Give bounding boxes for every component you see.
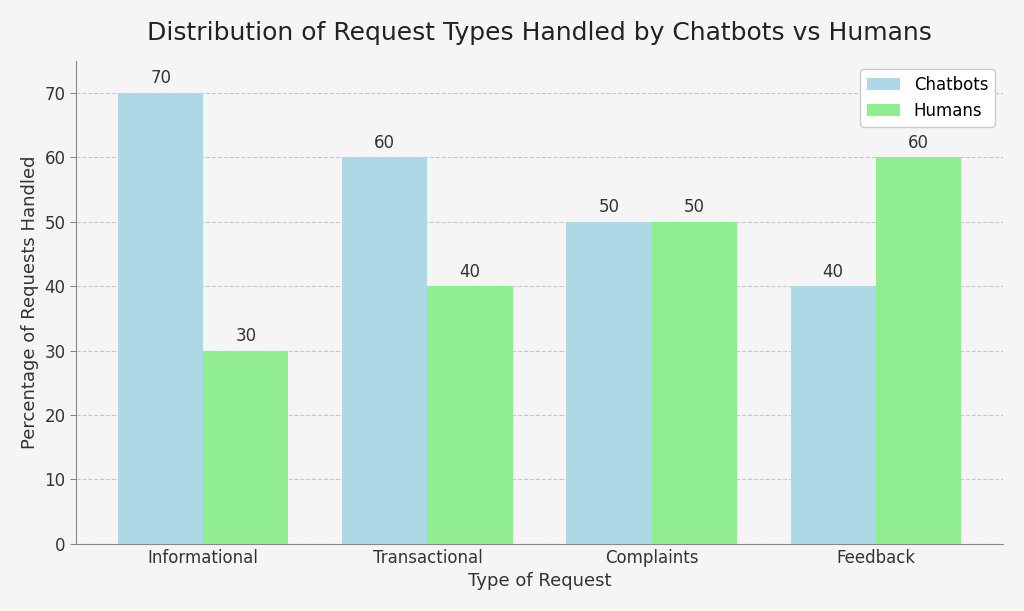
Text: 60: 60	[375, 134, 395, 152]
Text: 60: 60	[908, 134, 929, 152]
X-axis label: Type of Request: Type of Request	[468, 572, 611, 590]
Text: 40: 40	[822, 263, 844, 280]
Bar	[876, 157, 961, 544]
Bar	[791, 286, 876, 544]
Legend: Chatbots, Humans: Chatbots, Humans	[860, 69, 995, 126]
Text: 50: 50	[599, 198, 620, 216]
Bar	[118, 93, 204, 544]
Text: 70: 70	[151, 69, 171, 87]
Text: 50: 50	[684, 198, 705, 216]
Bar	[566, 222, 651, 544]
Text: 40: 40	[460, 263, 480, 280]
Bar	[342, 157, 427, 544]
Bar	[204, 351, 289, 544]
Y-axis label: Percentage of Requests Handled: Percentage of Requests Handled	[20, 155, 39, 449]
Text: 30: 30	[236, 327, 256, 345]
Bar	[651, 222, 737, 544]
Bar	[427, 286, 513, 544]
Title: Distribution of Request Types Handled by Chatbots vs Humans: Distribution of Request Types Handled by…	[147, 21, 932, 45]
